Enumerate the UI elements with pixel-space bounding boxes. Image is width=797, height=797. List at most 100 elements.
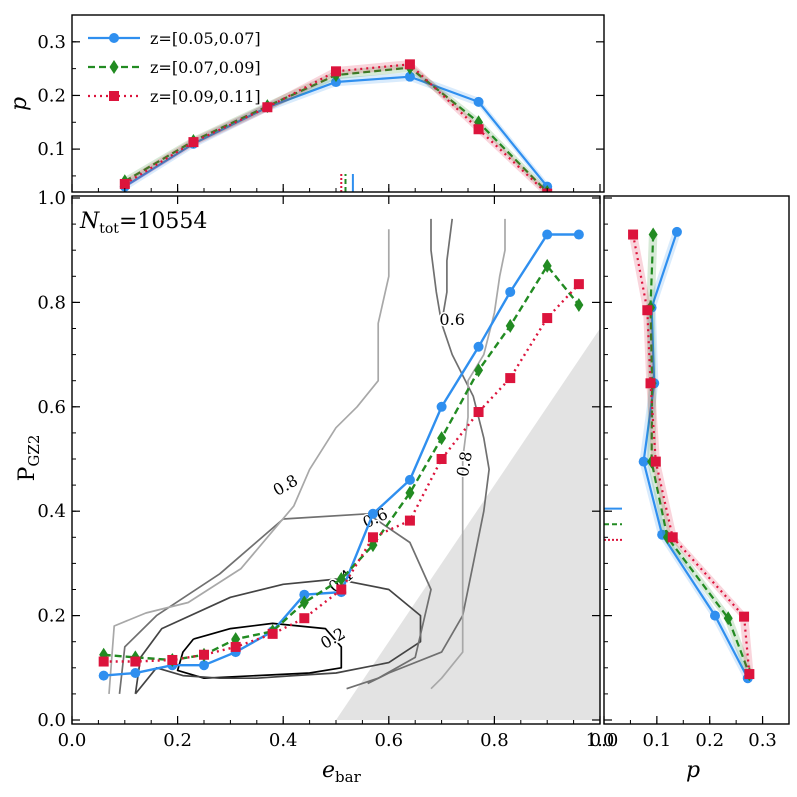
main-point bbox=[573, 229, 584, 240]
x-tick-label: 0.4 bbox=[269, 730, 298, 751]
main-point bbox=[437, 431, 447, 446]
main-point bbox=[299, 589, 310, 600]
contour-line-2 bbox=[118, 512, 432, 694]
right-point bbox=[642, 305, 653, 316]
top-point bbox=[262, 102, 273, 113]
right-point bbox=[650, 456, 661, 467]
main-series-2 bbox=[98, 279, 584, 667]
contour-label-3: 0.8 bbox=[270, 471, 302, 500]
main-point bbox=[267, 628, 278, 639]
main-point bbox=[474, 363, 484, 378]
legend-label-0: z=[0.05,0.07] bbox=[150, 29, 261, 48]
right-point bbox=[723, 611, 733, 626]
main-point bbox=[336, 584, 347, 595]
right-point bbox=[671, 226, 682, 237]
right-frame bbox=[603, 195, 790, 725]
main-point bbox=[130, 668, 141, 679]
right-point bbox=[667, 532, 678, 543]
main-series-line-2 bbox=[103, 283, 580, 663]
legend-marker-1 bbox=[109, 60, 119, 74]
main-point bbox=[542, 313, 553, 324]
top-band-1 bbox=[124, 63, 548, 192]
top-y-axis-label: p bbox=[7, 97, 32, 111]
main-point bbox=[130, 656, 141, 667]
main-point bbox=[505, 373, 516, 384]
right-point bbox=[739, 611, 750, 622]
top-point bbox=[119, 178, 130, 189]
y-axis-label: PGZ2 bbox=[15, 435, 43, 482]
main-point bbox=[405, 485, 415, 500]
right-x-tick-label: 0.3 bbox=[748, 730, 777, 751]
top-point bbox=[473, 124, 484, 135]
legend: z=[0.05,0.07] z=[0.07,0.09] z=[0.09,0.11] bbox=[88, 29, 261, 106]
top-y-tick-label: 0.3 bbox=[37, 32, 66, 53]
main-point bbox=[542, 229, 553, 240]
right-band-2 bbox=[628, 234, 754, 675]
right-point bbox=[648, 227, 658, 242]
y-tick-label: 0.2 bbox=[37, 606, 66, 627]
main-point bbox=[574, 298, 584, 313]
top-y-tick-label: 0.1 bbox=[37, 139, 66, 160]
x-tick-label: 0.6 bbox=[374, 730, 403, 751]
top-frame bbox=[71, 14, 605, 193]
main-point bbox=[299, 613, 310, 624]
contour-line-3 bbox=[108, 229, 390, 694]
main-point bbox=[336, 572, 346, 587]
ntot-annotation: Ntot=10554 bbox=[79, 209, 207, 237]
right-point bbox=[638, 456, 649, 467]
right-point bbox=[645, 378, 656, 389]
main-point bbox=[542, 258, 552, 273]
main-panel: 0.2 0.4 0.6 0.8 0.6 0.8 0.0 0.2 0.4 0.6 0.8 1.0 0.0… bbox=[15, 188, 614, 786]
contour-line-5 bbox=[430, 218, 506, 690]
legend-label-2: z=[0.09,0.11] bbox=[150, 87, 261, 106]
main-point bbox=[436, 401, 447, 412]
top-point bbox=[404, 71, 415, 82]
right-point bbox=[710, 610, 720, 621]
main-point bbox=[473, 407, 484, 418]
main-point bbox=[199, 649, 209, 660]
main-point bbox=[98, 656, 109, 667]
main-point bbox=[367, 508, 378, 519]
x-tick-label: 0.8 bbox=[480, 730, 509, 751]
x-axis-label: ebar bbox=[322, 758, 362, 786]
contour-line-0 bbox=[176, 622, 343, 680]
legend-marker-0 bbox=[109, 33, 119, 43]
legend-label-1: z=[0.07,0.09] bbox=[150, 58, 261, 77]
main-point bbox=[404, 515, 415, 526]
contour-label-4: 0.6 bbox=[439, 310, 464, 329]
top-band-2 bbox=[124, 60, 548, 192]
x-tick-label: 1.0 bbox=[586, 730, 615, 751]
main-point bbox=[473, 341, 484, 352]
y-tick-label: 0.0 bbox=[37, 710, 66, 731]
top-band-0 bbox=[124, 72, 548, 191]
top-point bbox=[473, 96, 484, 107]
right-point bbox=[744, 669, 755, 680]
top-point bbox=[404, 59, 415, 70]
right-x-tick-label: 0.1 bbox=[643, 730, 672, 751]
main-point bbox=[505, 318, 515, 333]
main-point bbox=[436, 454, 447, 464]
legend-marker-2 bbox=[109, 91, 119, 101]
right-point bbox=[628, 229, 639, 240]
main-point bbox=[299, 595, 309, 610]
contour-line-6 bbox=[440, 218, 454, 324]
main-point bbox=[367, 532, 378, 543]
main-point bbox=[505, 286, 516, 297]
top-point bbox=[331, 66, 341, 77]
right-band-0 bbox=[639, 231, 752, 679]
x-tick-label: 0.2 bbox=[163, 730, 192, 751]
y-tick-label: 1.0 bbox=[37, 188, 66, 209]
top-y-tick-label: 0.2 bbox=[37, 85, 66, 106]
right-x-axis-label: p bbox=[686, 758, 700, 783]
main-point bbox=[167, 654, 178, 665]
top-panel: 0.10.20.3 p z=[0.05,0.07]z=[0.07,0.09]z=… bbox=[7, 14, 605, 193]
main-point bbox=[573, 279, 584, 290]
right-series-2 bbox=[628, 229, 755, 680]
main-point bbox=[98, 670, 109, 681]
contour-label-5: 0.8 bbox=[453, 450, 476, 478]
y-tick-label: 0.4 bbox=[37, 501, 66, 522]
degenerate-region bbox=[336, 328, 600, 720]
x-tick-label: 0.0 bbox=[58, 730, 87, 751]
y-tick-label: 0.6 bbox=[37, 397, 66, 418]
